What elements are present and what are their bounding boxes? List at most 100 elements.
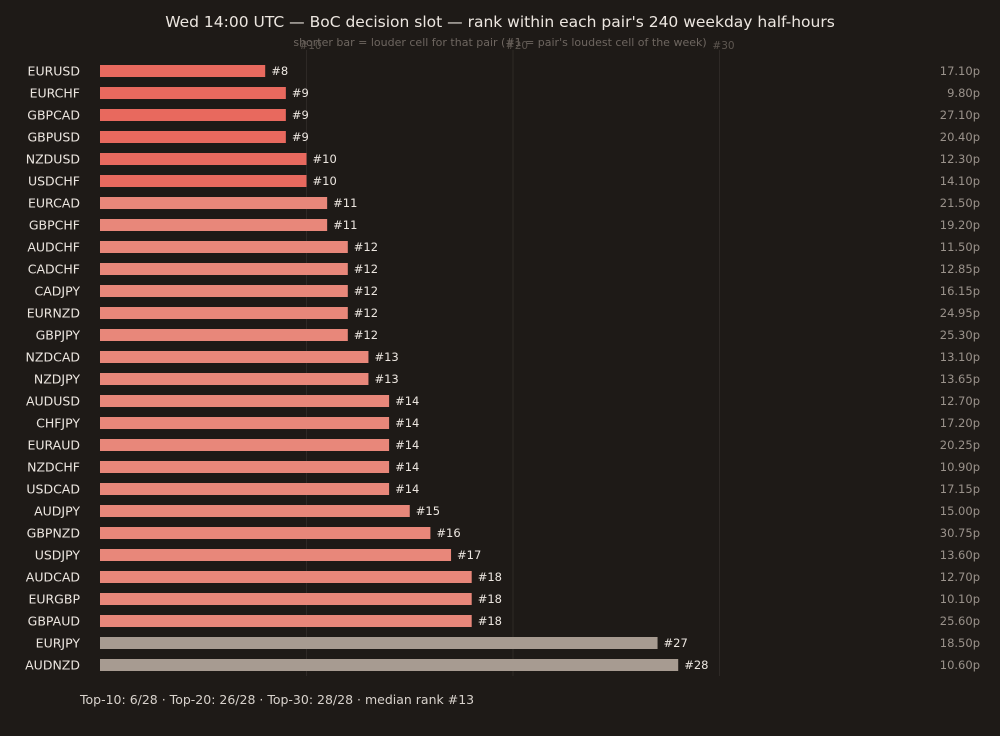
pips-value: 20.40p	[940, 130, 980, 144]
rank-label: #12	[354, 284, 378, 298]
pips-value: 10.90p	[940, 460, 980, 474]
rank-bar	[100, 593, 472, 605]
pair-label: EURNZD	[27, 306, 80, 321]
rank-bar	[100, 659, 679, 671]
pair-label: EURJPY	[36, 636, 81, 651]
rank-bar	[100, 153, 307, 165]
rank-label: #14	[395, 416, 419, 430]
rank-label: #12	[354, 328, 378, 342]
pips-value: 14.10p	[940, 174, 980, 188]
x-tick-label: #10	[299, 40, 321, 52]
pips-value: 11.50p	[940, 240, 980, 254]
rank-label: #14	[395, 460, 419, 474]
rank-label: #9	[292, 130, 309, 144]
pips-value: 25.60p	[940, 614, 980, 628]
rank-bar	[100, 527, 431, 539]
pair-label: USDCAD	[26, 482, 80, 497]
pips-value: 27.10p	[940, 108, 980, 122]
rank-bar	[100, 637, 658, 649]
pair-label: EURCHF	[30, 86, 80, 101]
rank-label: #14	[395, 482, 419, 496]
rank-label: #16	[436, 526, 460, 540]
pips-value: 17.20p	[940, 416, 980, 430]
pips-value: 12.30p	[940, 152, 980, 166]
pair-label: NZDJPY	[34, 372, 80, 387]
pair-label: GBPCHF	[29, 218, 80, 233]
rank-label: #8	[271, 64, 288, 78]
pair-label: AUDJPY	[34, 504, 80, 519]
pair-label: NZDUSD	[26, 152, 80, 167]
pair-label: EURCAD	[28, 196, 80, 211]
pair-label: CHFJPY	[36, 416, 80, 431]
rank-label: #10	[313, 152, 337, 166]
pair-label: GBPNZD	[27, 526, 80, 541]
rank-bar	[100, 175, 307, 187]
rank-label: #18	[478, 570, 502, 584]
rank-label: #17	[457, 548, 481, 562]
rank-bar	[100, 483, 390, 495]
rank-label: #18	[478, 592, 502, 606]
pips-value: 21.50p	[940, 196, 980, 210]
pair-label: GBPAUD	[28, 614, 80, 629]
pips-value: 9.80p	[947, 86, 980, 100]
pair-label: NZDCAD	[26, 350, 80, 365]
pair-label: AUDCHF	[27, 240, 80, 255]
pips-value: 13.10p	[940, 350, 980, 364]
pips-value: 12.70p	[940, 394, 980, 408]
rank-label: #14	[395, 438, 419, 452]
pips-value: 30.75p	[940, 526, 980, 540]
rank-label: #13	[374, 350, 398, 364]
rank-bar	[100, 461, 390, 473]
rank-bar	[100, 439, 390, 451]
rank-label: #10	[313, 174, 337, 188]
pips-value: 13.60p	[940, 548, 980, 562]
rank-bar	[100, 197, 328, 209]
rank-bar	[100, 307, 348, 319]
pair-label: USDJPY	[35, 548, 81, 563]
pair-label: NZDCHF	[27, 460, 80, 475]
x-tick-label: #20	[506, 40, 528, 52]
pair-label: AUDCAD	[26, 570, 80, 585]
rank-bar	[100, 65, 266, 77]
pips-value: 17.15p	[940, 482, 980, 496]
rank-label: #9	[292, 108, 309, 122]
pair-label: EURGBP	[28, 592, 80, 607]
pair-label: GBPCAD	[27, 108, 80, 123]
rank-label: #12	[354, 262, 378, 276]
rank-bar	[100, 87, 286, 99]
rank-bar	[100, 417, 390, 429]
rank-label: #11	[333, 196, 357, 210]
rank-label: #27	[664, 636, 688, 650]
rank-bar	[100, 505, 410, 517]
rank-label: #9	[292, 86, 309, 100]
rank-bar	[100, 109, 286, 121]
pair-label: GBPUSD	[27, 130, 80, 145]
rank-bar	[100, 549, 452, 561]
rank-label: #14	[395, 394, 419, 408]
pair-label: EURUSD	[28, 64, 80, 79]
pair-label: CADCHF	[28, 262, 80, 277]
rank-bar	[100, 571, 472, 583]
x-tick-label: #30	[712, 40, 734, 52]
pips-value: 25.30p	[940, 328, 980, 342]
pair-label: EURAUD	[27, 438, 80, 453]
rank-label: #15	[416, 504, 440, 518]
pair-label: AUDNZD	[25, 658, 80, 673]
rank-bar	[100, 329, 348, 341]
summary-footer: Top-10: 6/28 · Top-20: 26/28 · Top-30: 2…	[80, 692, 475, 707]
rank-bar	[100, 285, 348, 297]
pips-value: 15.00p	[940, 504, 980, 518]
rank-bar	[100, 373, 369, 385]
rank-bar	[100, 241, 348, 253]
rank-bar	[100, 351, 369, 363]
rank-bar	[100, 131, 286, 143]
pips-value: 24.95p	[940, 306, 980, 320]
pips-value: 12.70p	[940, 570, 980, 584]
pips-value: 13.65p	[940, 372, 980, 386]
rank-label: #18	[478, 614, 502, 628]
pips-value: 12.85p	[940, 262, 980, 276]
pair-label: CADJPY	[35, 284, 81, 299]
rank-label: #12	[354, 240, 378, 254]
pips-value: 16.15p	[940, 284, 980, 298]
